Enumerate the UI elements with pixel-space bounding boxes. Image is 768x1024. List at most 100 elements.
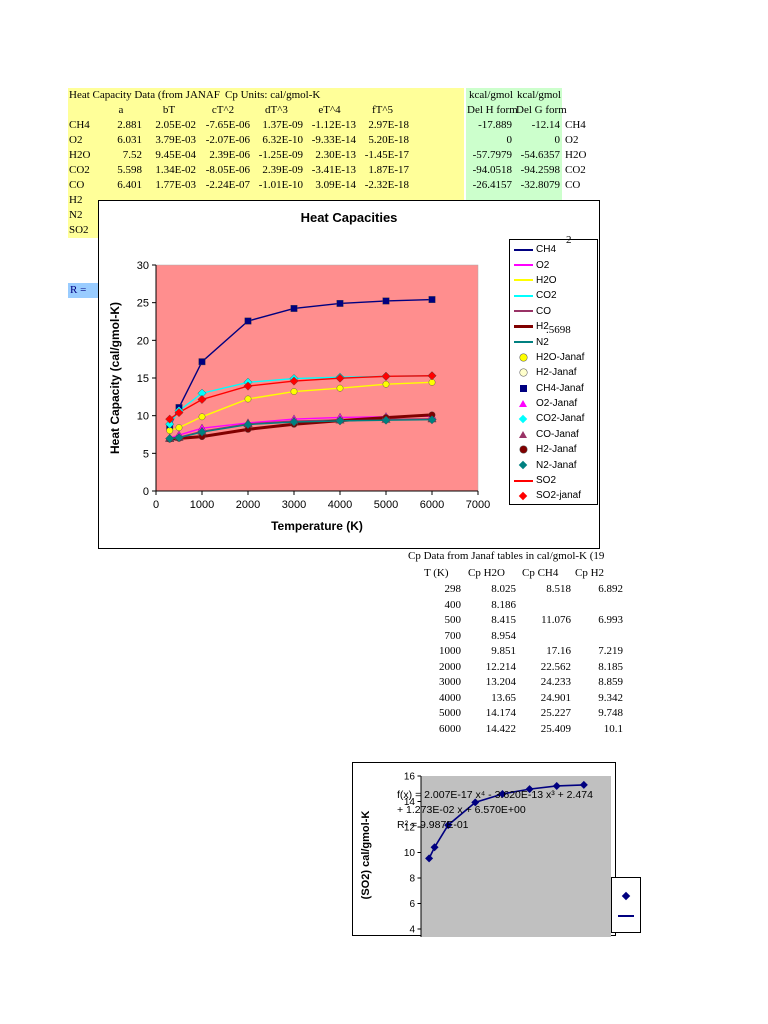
column-header-a: a [118, 104, 124, 116]
series-marker-h2o [244, 395, 252, 403]
legend-label: CH4-Janaf [536, 382, 584, 394]
coefficient-cell: -1.25E-09 [258, 149, 303, 161]
so2-trendline-chart[interactable]: 16 14 12 10 8 6 4 (SO2) cal/gmol-K f(x) = 2.00… [352, 762, 641, 937]
janaf-table-title: Cp Data from Janaf tables in cal/gmol-K … [408, 550, 605, 562]
janaf-data-cell: 2000 [439, 660, 461, 673]
so2-data-marker [579, 780, 588, 789]
legend-swatch [510, 491, 536, 501]
legend-swatch [510, 479, 536, 482]
legend-item-h2-janaf: H2-Janaf [510, 442, 597, 457]
legend-swatch [510, 430, 536, 438]
species-label-right: H2O [565, 149, 587, 161]
series-marker-n2 [243, 420, 253, 430]
species-label: CO2 [69, 164, 90, 176]
species-label: O2 [69, 134, 83, 146]
series-marker-so2 [165, 414, 175, 424]
gas-constant-cell[interactable]: R = [68, 283, 98, 298]
coefficient-cell: 6.031 [117, 134, 142, 146]
coefficient-cell: -1.45E-17 [364, 149, 409, 161]
janaf-data-cell: 25.227 [540, 707, 571, 719]
legend-item-n2: N2 [510, 334, 597, 349]
janaf-data-cell: 8.518 [546, 583, 571, 595]
so2-chart-legend [611, 877, 641, 933]
cp-units-label: Cp Units: cal/gmol-K [225, 89, 321, 101]
so2-y-tick-label: 4 [409, 925, 415, 936]
heat-capacities-chart[interactable]: Heat Capacities Heat Capacity (cal/gmol-… [98, 200, 600, 549]
so2-y-tick-label: 6 [409, 899, 415, 910]
del-g-form-cell: -94.2598 [520, 164, 560, 176]
janaf-data-cell: 10.1 [603, 722, 623, 735]
legend-item-co: CO [510, 304, 597, 319]
series-marker-so2 [243, 381, 253, 391]
series-line-ch4 [169, 298, 433, 428]
janaf-data-cell: 6000 [439, 722, 461, 735]
so2-data-marker [444, 821, 453, 830]
del-g-form-cell: -12.14 [531, 119, 560, 131]
legend-label: H2O [536, 274, 557, 286]
del-h-form-cell: 0 [506, 134, 513, 146]
janaf-data-cell: 500 [444, 614, 462, 626]
janaf-data-cell: 8.954 [491, 629, 516, 642]
coefficient-cell: 7.52 [122, 149, 142, 161]
trendline-r-squared: R² = 9.987E-01 [397, 819, 469, 831]
coefficient-cell: 3.79E-03 [155, 134, 196, 146]
so2-data-marker [552, 781, 561, 790]
coefficient-cell: 6.401 [117, 179, 142, 191]
legend-line-icon [513, 479, 533, 482]
legend-swatch [510, 414, 536, 424]
janaf-data-cell: 24.901 [540, 691, 571, 704]
so2-y-tick-label: 12 [404, 823, 416, 834]
janaf-data-cell: 6.892 [598, 583, 623, 595]
legend-item-h2o: H2O [510, 273, 597, 288]
legend-item-co2-janaf: CO2-Janaf [510, 411, 597, 426]
coefficient-cell: -1.01E-10 [258, 179, 303, 191]
legend-item-ch4: CH4 [510, 242, 597, 257]
janaf-data-cell: 8.415 [491, 614, 516, 626]
species-label: H2O [69, 149, 91, 161]
legend-diamond-icon [518, 460, 528, 470]
legend-item-o2-janaf: O2-Janaf [510, 396, 597, 411]
legend-label: H2-Janaf [536, 444, 577, 456]
coefficient-cell: 6.32E-10 [262, 134, 303, 146]
janaf-data-cell: 9.748 [598, 707, 623, 719]
legend-item-so2-janaf: SO2-janaf [510, 488, 597, 503]
janaf-data-cell: 8.186 [491, 598, 516, 611]
y-tick-label: 0 [143, 486, 149, 498]
janaf-data-cell: 8.185 [598, 660, 623, 673]
legend-label: N2-Janaf [536, 459, 577, 471]
legend-item-co2: CO2 [510, 288, 597, 303]
legend-square-icon [519, 384, 527, 392]
del-g-form-cell: -32.8079 [520, 179, 560, 191]
column-header-dT^3: dT^3 [265, 104, 288, 116]
janaf-data-cell: 25.409 [540, 722, 571, 735]
coefficient-cell: 1.34E-02 [155, 164, 196, 176]
species-label: CH4 [69, 119, 90, 131]
legend-diamond-icon [518, 414, 528, 424]
legend-swatch [510, 460, 536, 470]
series-marker-h2o [175, 424, 183, 432]
legend-swatch [510, 294, 536, 297]
janaf-data-cell: 7.219 [598, 645, 623, 657]
coefficient-cell: -2.07E-06 [205, 134, 250, 146]
legend-item-ch4-janaf: CH4-Janaf [510, 381, 597, 396]
series-line-n2 [169, 419, 433, 440]
column-header-del-g-form: Del G form [516, 104, 567, 116]
legend-item-h2-janaf: H2-Janaf [510, 365, 597, 380]
series-marker-ch4 [336, 300, 344, 307]
janaf-column-header: T (K) [424, 567, 449, 579]
del-h-form-cell: -94.0518 [472, 164, 512, 176]
legend-diamond-icon [518, 491, 528, 501]
coefficient-cell: 9.45E-04 [155, 149, 196, 161]
legend-label: CO-Janaf [536, 428, 579, 440]
series-marker-h2o [336, 384, 344, 392]
x-tick-label: 6000 [420, 499, 444, 511]
legend-circle-icon [519, 369, 527, 377]
janaf-data-cell [511, 598, 571, 613]
series-marker-so2 [381, 371, 391, 381]
coefficient-cell: -7.65E-06 [205, 119, 250, 131]
cell-fragment: .5698 [546, 324, 571, 336]
legend-label: H2O-Janaf [536, 351, 585, 363]
kcal-unit-label-2: kcal/gmol [517, 89, 561, 101]
janaf-data-cell: 400 [444, 598, 462, 611]
column-header-cT^2: cT^2 [211, 104, 235, 116]
